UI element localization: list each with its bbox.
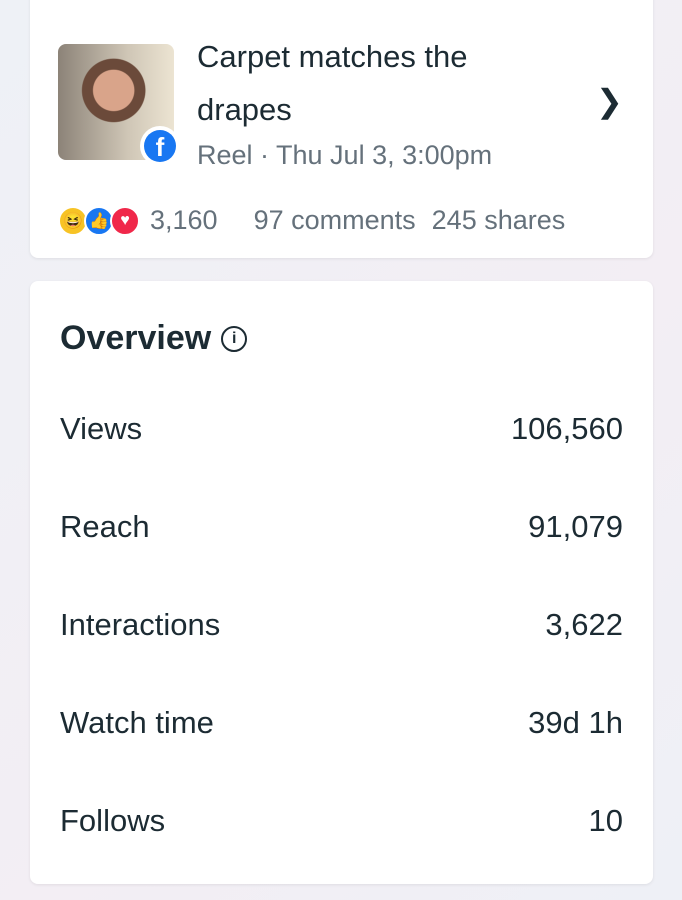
post-card[interactable]: f Carpet matches the drapes Reel · Thu J… — [30, 0, 653, 258]
overview-card: Overview i Views 106,560 Reach 91,079 Inter… — [30, 281, 653, 884]
metric-row-interactions: Interactions 3,622 — [60, 607, 623, 643]
metric-value: 10 — [588, 803, 623, 838]
post-title: Carpet matches the drapes — [197, 39, 468, 127]
metric-label: Follows — [60, 803, 166, 838]
reactions-row[interactable]: 😆 👍 ♥ 3,160 97 comments 245 shares — [58, 205, 565, 236]
metric-value: 3,622 — [545, 607, 623, 642]
metric-row-views: Views 106,560 — [60, 411, 623, 447]
haha-reaction-icon: 😆 — [58, 205, 88, 236]
shares-count[interactable]: 245 shares — [431, 205, 566, 235]
reaction-count: 3,160 — [150, 205, 218, 235]
metric-label: Reach — [60, 509, 150, 544]
love-reaction-icon: ♥ — [110, 205, 140, 236]
metric-label: Interactions — [60, 607, 221, 642]
post-meta: Reel · Thu Jul 3, 3:00pm — [197, 140, 493, 170]
facebook-icon: f — [140, 126, 180, 166]
metric-row-watch-time: Watch time 39d 1h — [60, 705, 623, 741]
info-icon[interactable]: i — [221, 325, 248, 352]
metric-label: Watch time — [60, 705, 214, 740]
metric-value: 39d 1h — [528, 705, 623, 740]
comments-count[interactable]: 97 comments — [253, 205, 416, 235]
chevron-right-icon[interactable]: ❯ — [596, 83, 623, 119]
overview-title: Overview — [60, 319, 212, 357]
metric-value: 91,079 — [528, 509, 623, 544]
metric-row-reach: Reach 91,079 — [60, 509, 623, 545]
metric-label: Views — [60, 411, 143, 446]
metric-row-follows: Follows 10 — [60, 803, 623, 839]
metric-value: 106,560 — [510, 411, 623, 446]
